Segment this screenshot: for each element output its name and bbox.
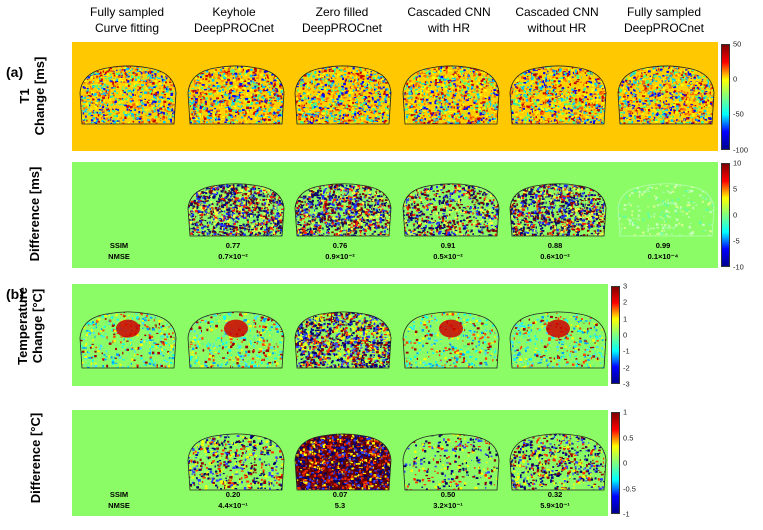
nmse-value: 0.6×10⁻²: [525, 252, 585, 262]
ssim-value: 0.32: [525, 490, 585, 500]
nmse-value: 0.7×10⁻²: [203, 252, 263, 262]
cross-section-image: [617, 183, 714, 237]
t1-change-image-row: [72, 42, 718, 151]
metric-label-ssim: SSIM: [89, 490, 149, 500]
column-header-1: Fully sampled Curve fitting: [73, 4, 181, 36]
cross-section-image: [294, 183, 392, 237]
metric-label-nmse: NMSE: [89, 501, 149, 511]
column-header-5: Cascaded CNN without HR: [503, 4, 611, 36]
panel-b-tag: (b): [6, 286, 24, 302]
ssim-value: 0.20: [203, 490, 263, 500]
cross-section-image: [509, 311, 607, 369]
metric-label-nmse: NMSE: [89, 252, 149, 262]
nmse-value: 4.4×10⁻¹: [203, 501, 263, 511]
cross-section-image: [402, 183, 499, 237]
cross-section-image: [294, 311, 392, 369]
metric-label-ssim: SSIM: [89, 241, 149, 251]
nmse-value: 0.9×10⁻²: [310, 252, 370, 262]
cross-section-image: [187, 183, 284, 237]
ssim-value: 0.76: [310, 241, 370, 251]
ssim-value: 0.50: [418, 490, 478, 500]
panel-b-row1-label: Temperature Change [°C]: [15, 271, 47, 381]
cross-section-image: [509, 65, 607, 125]
panel-a-row1-label: T1 Change [ms]: [17, 51, 49, 141]
column-header-4: Cascaded CNN with HR: [395, 4, 503, 36]
nmse-value: 3.2×10⁻¹: [418, 501, 478, 511]
temperature-difference-image-row: SSIM NMSE 0.20 4.4×10⁻¹ 0.07 5.3 0.50 3.…: [72, 410, 608, 516]
cross-section-image: [402, 433, 499, 491]
cross-section-image: [294, 65, 392, 125]
temperature-difference-colorbar: [611, 412, 620, 514]
column-header-6: Fully sampled DeepPROCnet: [610, 4, 718, 36]
cross-section-image: [187, 65, 284, 125]
t1-change-colorbar: [721, 44, 730, 150]
cross-section-image: [294, 433, 392, 491]
nmse-value: 5.9×10⁻¹: [525, 501, 585, 511]
ssim-value: 0.88: [525, 241, 585, 251]
nmse-value: 0.5×10⁻²: [418, 252, 478, 262]
t1-difference-colorbar: [721, 163, 730, 267]
cross-section-image: [402, 311, 499, 369]
cross-section-image: [617, 65, 714, 125]
t1-difference-image-row: SSIM NMSE 0.77 0.7×10⁻² 0.76 0.9×10⁻² 0.…: [72, 162, 718, 268]
panel-a-row2-label: Difference [ms]: [27, 159, 43, 269]
nmse-value: 5.3: [310, 501, 370, 511]
cross-section-image: [509, 433, 607, 491]
nmse-value: 0.1×10⁻⁴: [633, 252, 693, 262]
ssim-value: 0.77: [203, 241, 263, 251]
cross-section-image: [187, 311, 284, 369]
ssim-value: 0.07: [310, 490, 370, 500]
ssim-value: 0.99: [633, 241, 693, 251]
temperature-change-image-row: [72, 284, 608, 386]
column-header-3: Zero filled DeepPROCnet: [288, 4, 396, 36]
temperature-change-colorbar: [611, 286, 620, 384]
cross-section-image: [509, 183, 607, 237]
panel-b-row2-label: Difference [°C]: [28, 406, 44, 510]
cross-section-image: [79, 311, 177, 369]
column-header-2: Keyhole DeepPROCnet: [180, 4, 288, 36]
cross-section-image: [79, 65, 177, 125]
ssim-value: 0.91: [418, 241, 478, 251]
cross-section-image: [402, 65, 499, 125]
panel-a-tag: (a): [6, 64, 23, 80]
cross-section-image: [187, 433, 284, 491]
